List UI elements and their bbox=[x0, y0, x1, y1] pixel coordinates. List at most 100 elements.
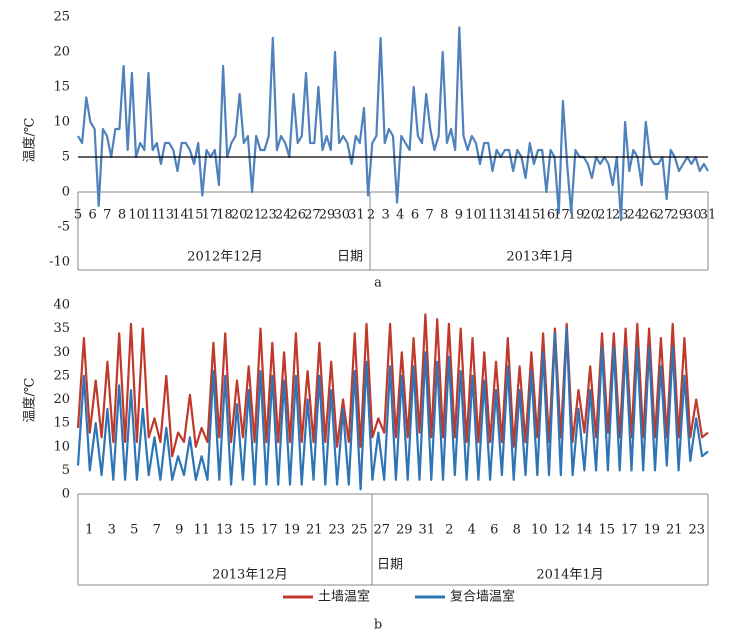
x-tick-label: 13 bbox=[216, 523, 233, 538]
x-tick-label: 6 bbox=[411, 208, 419, 223]
x-tick-label: 4 bbox=[396, 208, 404, 223]
x-tick-label: 21 bbox=[306, 523, 323, 538]
x-tick-label: 23 bbox=[688, 523, 705, 538]
x-tick-label: 19 bbox=[283, 523, 300, 538]
x-tick-label: 10 bbox=[531, 523, 548, 538]
x-tick-label: 7 bbox=[103, 208, 111, 223]
x-tick-label: 29 bbox=[396, 523, 413, 538]
x-tick-label: 7 bbox=[153, 523, 161, 538]
y-tick-label: 20 bbox=[53, 392, 70, 407]
y-tick-label: 30 bbox=[53, 345, 70, 360]
x-tick-label: 1 bbox=[85, 523, 93, 538]
y-tick-label: 0 bbox=[62, 487, 70, 502]
y-axis-label: 温度/℃ bbox=[22, 118, 38, 163]
x-tick-label: 9 bbox=[455, 208, 463, 223]
x-tick-label: 10 bbox=[465, 208, 482, 223]
x-tick-label: 5 bbox=[74, 208, 82, 223]
y-tick-label: 15 bbox=[53, 416, 70, 431]
x-tick-label: 8 bbox=[440, 208, 448, 223]
y-tick-label: 25 bbox=[53, 368, 70, 383]
x-tick-label: 24 bbox=[626, 208, 643, 223]
x-tick-label: 13 bbox=[495, 208, 512, 223]
x-tick-label: 11 bbox=[143, 208, 160, 223]
x-tick-label: 27 bbox=[304, 208, 321, 223]
y-tick-label: -5 bbox=[57, 220, 70, 235]
x-tick-label: 23 bbox=[328, 523, 345, 538]
x-axis-label: 日期 bbox=[377, 558, 403, 573]
x-tick-label: 4 bbox=[468, 523, 476, 538]
x-tick-label: 17 bbox=[261, 523, 278, 538]
x-tick-label: 6 bbox=[89, 208, 97, 223]
panel-label: a bbox=[374, 276, 382, 291]
x-tick-label: 12 bbox=[553, 523, 570, 538]
x-tick-label: 24 bbox=[275, 208, 292, 223]
group-label: 2013年1月 bbox=[506, 250, 573, 265]
x-tick-label: 25 bbox=[351, 523, 368, 538]
x-tick-label: 14 bbox=[172, 208, 189, 223]
x-tick-label: 11 bbox=[480, 208, 497, 223]
group-label: 2012年12月 bbox=[187, 250, 263, 265]
x-tick-label: 30 bbox=[685, 208, 702, 223]
y-axis-label: 温度/℃ bbox=[22, 378, 38, 423]
x-tick-label: 21 bbox=[246, 208, 263, 223]
x-tick-label: 27 bbox=[373, 523, 390, 538]
x-tick-label: 20 bbox=[231, 208, 248, 223]
x-tick-label: 31 bbox=[348, 208, 365, 223]
y-tick-label: 5 bbox=[62, 463, 70, 478]
x-tick-label: 17 bbox=[553, 208, 570, 223]
y-tick-label: 35 bbox=[53, 321, 70, 336]
x-tick-label: 21 bbox=[666, 523, 683, 538]
y-tick-label: -10 bbox=[49, 255, 70, 270]
y-tick-label: 15 bbox=[53, 80, 70, 95]
x-tick-label: 27 bbox=[656, 208, 673, 223]
series-line bbox=[76, 327, 709, 491]
x-axis-label: 日期 bbox=[337, 250, 363, 265]
x-tick-label: 8 bbox=[513, 523, 521, 538]
x-tick-label: 16 bbox=[539, 208, 556, 223]
x-tick-label: 11 bbox=[193, 523, 210, 538]
x-tick-label: 15 bbox=[187, 208, 204, 223]
x-tick-label: 2 bbox=[367, 208, 375, 223]
x-tick-label: 21 bbox=[597, 208, 614, 223]
x-tick-label: 5 bbox=[130, 523, 138, 538]
x-tick-label: 14 bbox=[509, 208, 526, 223]
x-tick-label: 8 bbox=[118, 208, 126, 223]
y-tick-label: 20 bbox=[53, 45, 70, 60]
x-tick-label: 7 bbox=[425, 208, 433, 223]
x-tick-label: 26 bbox=[289, 208, 306, 223]
x-tick-label: 14 bbox=[576, 523, 593, 538]
y-tick-label: 40 bbox=[53, 298, 70, 313]
x-tick-label: 17 bbox=[621, 523, 638, 538]
y-tick-label: 10 bbox=[53, 439, 70, 454]
x-tick-label: 30 bbox=[333, 208, 350, 223]
x-tick-label: 13 bbox=[158, 208, 175, 223]
series-line bbox=[77, 26, 709, 222]
y-tick-label: 10 bbox=[53, 115, 70, 130]
legend-label: 复合墙温室 bbox=[450, 589, 515, 605]
x-tick-label: 2 bbox=[445, 523, 453, 538]
x-tick-label: 17 bbox=[202, 208, 219, 223]
y-tick-label: 0 bbox=[62, 185, 70, 200]
x-tick-label: 29 bbox=[670, 208, 687, 223]
x-tick-label: 29 bbox=[319, 208, 336, 223]
x-tick-label: 20 bbox=[583, 208, 600, 223]
x-tick-label: 26 bbox=[641, 208, 658, 223]
x-tick-label: 31 bbox=[700, 208, 717, 223]
x-tick-label: 3 bbox=[382, 208, 390, 223]
x-tick-label: 3 bbox=[108, 523, 116, 538]
x-tick-label: 15 bbox=[238, 523, 255, 538]
x-tick-label: 10 bbox=[128, 208, 145, 223]
group-label: 2013年12月 bbox=[212, 568, 288, 583]
x-tick-label: 9 bbox=[175, 523, 183, 538]
panel-label: b bbox=[374, 618, 382, 633]
x-tick-label: 31 bbox=[418, 523, 435, 538]
x-tick-label: 19 bbox=[643, 523, 660, 538]
y-tick-label: 5 bbox=[62, 150, 70, 165]
x-tick-label: 15 bbox=[598, 523, 615, 538]
x-tick-label: 23 bbox=[260, 208, 277, 223]
x-tick-label: 18 bbox=[216, 208, 233, 223]
legend-label: 土墙温室 bbox=[318, 589, 370, 605]
x-tick-label: 6 bbox=[490, 523, 498, 538]
x-tick-label: 15 bbox=[524, 208, 541, 223]
